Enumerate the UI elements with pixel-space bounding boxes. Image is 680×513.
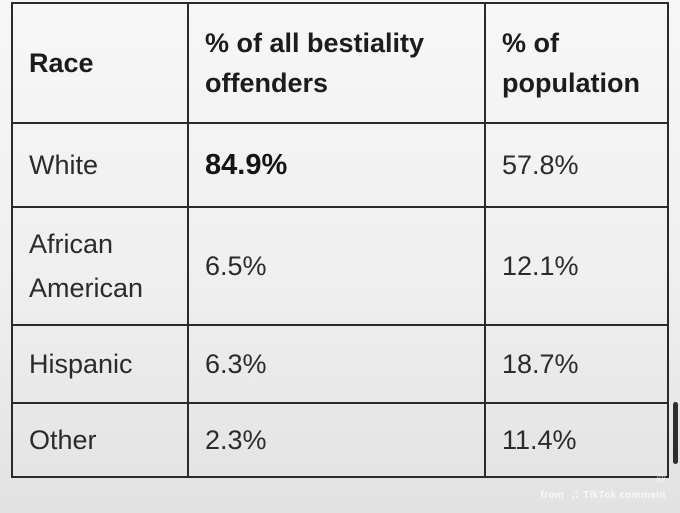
- watermark-prefix: from: [540, 490, 565, 501]
- population-cell: 12.1%: [484, 206, 669, 326]
- race-label: Other: [29, 425, 97, 455]
- offenders-cell: 6.3%: [187, 324, 486, 404]
- race-cell: Hispanic: [11, 324, 189, 404]
- watermark-handle: @: [655, 473, 666, 484]
- table-row: Hispanic 6.3% 18.7%: [11, 324, 669, 404]
- offenders-cell: 84.9%: [187, 122, 486, 208]
- table-header-row: Race % of all bestiality offenders % of …: [11, 2, 669, 124]
- population-value: 12.1%: [502, 251, 579, 281]
- offenders-cell: 2.3%: [187, 402, 486, 478]
- offenders-value: 6.5%: [205, 251, 267, 281]
- scrollbar-thumb[interactable]: [673, 402, 678, 464]
- population-value: 57.8%: [502, 150, 579, 180]
- population-cell: 11.4%: [484, 402, 669, 478]
- offenders-value: 2.3%: [205, 425, 267, 455]
- race-label: Hispanic: [29, 349, 133, 379]
- offenders-cell: 6.5%: [187, 206, 486, 326]
- population-value: 11.4%: [502, 425, 577, 455]
- race-label-line2: American: [29, 273, 144, 303]
- tiktok-watermark: @ from ♫ TikTok comment: [541, 473, 666, 501]
- watermark-suffix: comment: [619, 490, 666, 501]
- table-row: African American 6.5% 12.1%: [11, 206, 669, 326]
- population-cell: 57.8%: [484, 122, 669, 208]
- race-cell: White: [11, 122, 189, 208]
- race-cell: African American: [11, 206, 189, 326]
- population-cell: 18.7%: [484, 324, 669, 404]
- table-row: Other 2.3% 11.4%: [11, 402, 669, 478]
- race-label: White: [29, 150, 99, 180]
- watermark-brand: TikTok: [583, 490, 617, 501]
- tiktok-logo-icon: ♫: [570, 486, 581, 501]
- data-table: Race % of all bestiality offenders % of …: [11, 2, 669, 478]
- header-offenders-percent: % of all bestiality offenders: [187, 2, 486, 124]
- header-race: Race: [11, 2, 189, 124]
- race-label: African: [29, 229, 114, 259]
- population-value: 18.7%: [502, 349, 579, 379]
- race-cell: Other: [11, 402, 189, 478]
- table-row: White 84.9% 57.8%: [11, 122, 669, 208]
- offenders-value: 6.3%: [205, 349, 267, 379]
- header-population-percent: % of population: [484, 2, 669, 124]
- watermark-line: from ♫ TikTok comment: [541, 486, 666, 501]
- offenders-value: 84.9%: [205, 149, 288, 181]
